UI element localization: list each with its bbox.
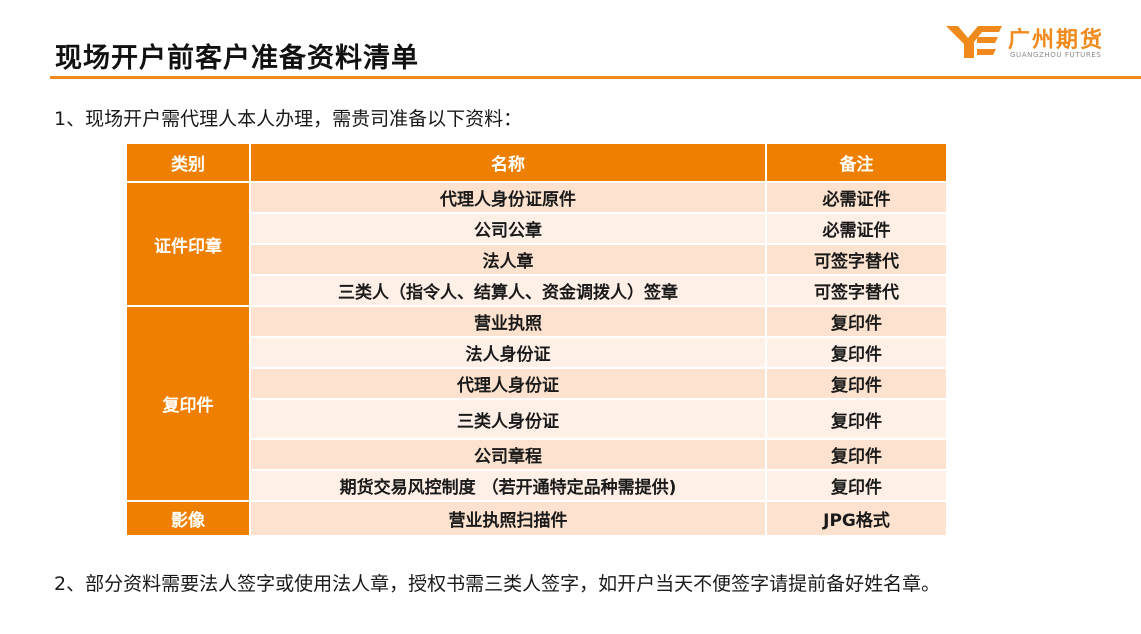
item-note: 复印件: [765, 398, 948, 440]
item-name: 代理人身份证: [249, 367, 767, 400]
header-note: 备注: [765, 142, 948, 183]
table-row: 代理人身份证 复印件: [126, 367, 948, 400]
page-title: 现场开户前客户准备资料清单: [55, 43, 419, 74]
table-row: 复印件 营业执照 复印件: [125, 305, 948, 502]
item-name: 法人章: [249, 243, 767, 276]
table-row: 公司公章 必需证件: [126, 212, 948, 245]
table-row: 影像 营业执照扫描件 JPG格式: [125, 500, 948, 537]
materials-table: 类别 名称 备注 证件印章 代理人身份证原件 必需证件 公司公章 必需证件 法人…: [125, 142, 948, 537]
item-name: 期货交易风控制度 （若开通特定品种需提供): [249, 469, 767, 502]
table-row: 法人章 可签字替代: [126, 243, 948, 276]
table-row: 三类人身份证 复印件: [126, 398, 948, 440]
item-note: JPG格式: [765, 500, 948, 537]
footnote-text: 2、部分资料需要法人签字或使用法人章，授权书需三类人签字，如开户当天不便签字请提…: [54, 573, 941, 595]
item-name: 公司章程: [249, 438, 767, 471]
header-category: 类别: [125, 142, 251, 183]
item-name: 营业执照扫描件: [249, 500, 767, 537]
table-row: 证件印章 代理人身份证原件 必需证件: [125, 181, 948, 307]
table-row: 法人身份证 复印件: [126, 336, 948, 369]
header-name: 名称: [249, 142, 767, 183]
item-note: 复印件: [765, 367, 948, 400]
category-cell: 复印件: [125, 305, 251, 502]
company-logo: 广州期货 GUANGZHOU FUTURES: [944, 20, 1124, 65]
item-name: 法人身份证: [249, 336, 767, 369]
title-underline: [50, 76, 1141, 79]
category-cell: 证件印章: [125, 181, 251, 307]
item-name: 三类人身份证: [249, 398, 767, 440]
category-cell: 影像: [125, 500, 251, 537]
item-note: 复印件: [765, 336, 948, 369]
intro-text: 1、现场开户需代理人本人办理，需贵司准备以下资料：: [54, 108, 523, 130]
item-note: 可签字替代: [765, 274, 948, 307]
logo-name-en: GUANGZHOU FUTURES: [1010, 51, 1102, 59]
table-row: 公司章程 复印件: [126, 438, 948, 471]
logo-name-cn: 广州期货: [1008, 28, 1105, 53]
table-header-row: 类别 名称 备注: [125, 142, 948, 183]
item-note: 复印件: [765, 438, 948, 471]
item-name: 营业执照: [249, 305, 767, 338]
item-note: 必需证件: [765, 181, 948, 214]
item-name: 公司公章: [249, 212, 767, 245]
guangzhou-futures-logo-icon: [946, 26, 1002, 58]
item-name: 代理人身份证原件: [249, 181, 767, 214]
item-note: 复印件: [765, 305, 948, 338]
table-row: 三类人（指令人、结算人、资金调拨人）签章 可签字替代: [126, 274, 948, 307]
item-note: 复印件: [765, 469, 948, 502]
item-note: 可签字替代: [765, 243, 948, 276]
table-row: 期货交易风控制度 （若开通特定品种需提供) 复印件: [126, 469, 948, 502]
item-note: 必需证件: [765, 212, 948, 245]
item-name: 三类人（指令人、结算人、资金调拨人）签章: [249, 274, 767, 307]
